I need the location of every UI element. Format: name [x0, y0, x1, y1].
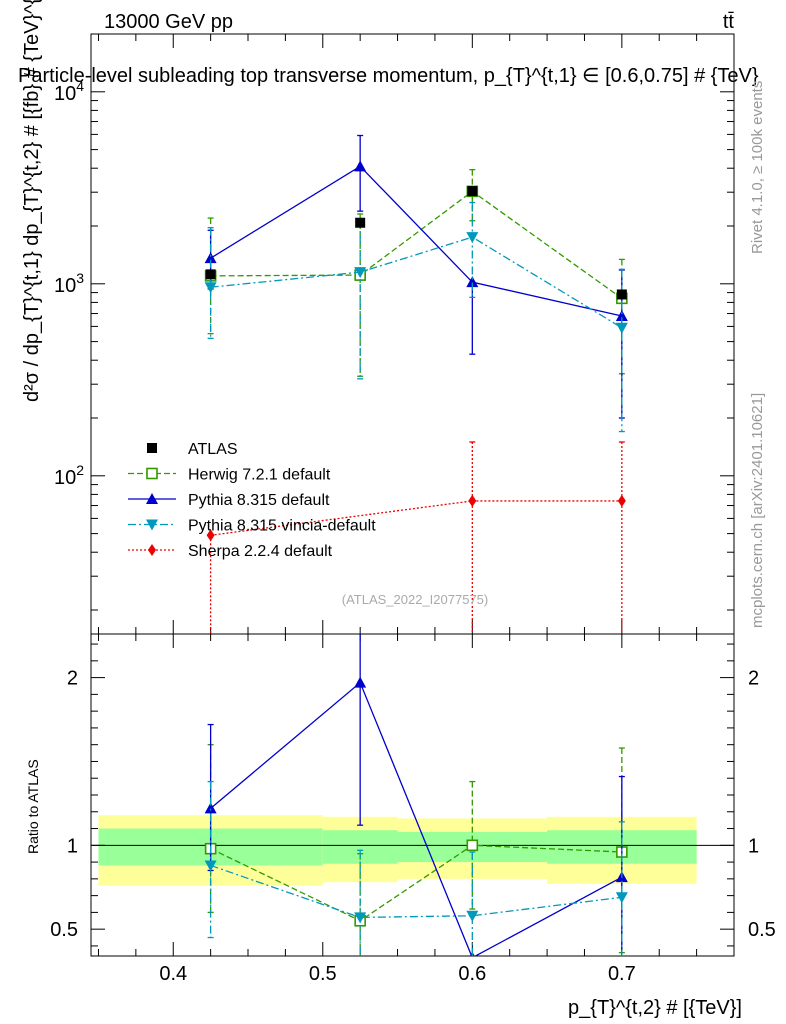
main-line-pythia-8-315-vincia-default [210, 236, 623, 329]
energy-label: 13000 GeV pp [104, 11, 233, 33]
legend-label-pythia-8-315-vincia-default: Pythia 8.315 vincia-default [188, 518, 376, 535]
main-point-pythia-8-315-vincia-default [204, 282, 217, 294]
ratio-point-pythia-8-315-default [204, 802, 217, 814]
ratio-panel-frame [90, 633, 735, 957]
legend-marker-pythia-8-315-vincia-default [146, 519, 158, 531]
main-point-atlas [467, 186, 478, 197]
main-point-pythia-8-315-vincia-default [466, 232, 479, 244]
main-series-atlas [205, 186, 627, 300]
legend: ATLAS Herwig 7.2.1 default Pythia 8.315 de… [128, 441, 376, 560]
ratio-axis-ticks: 0.5 0.5 1 1 2 2 0.4 0.5 0.6 0.7 [50, 634, 776, 985]
main-series-herwig-7-2-1-default [204, 169, 628, 377]
main-point-pythia-8-315-default [466, 276, 479, 288]
ratio-point-pythia-8-315-vincia-default [466, 910, 479, 922]
main-series-layer [204, 134, 628, 634]
process-label: tt̄ [723, 11, 735, 33]
ratio-y-tick-label-right: 1 [748, 835, 759, 857]
legend-marker-atlas [147, 443, 157, 453]
main-y-tick-label: 102 [54, 462, 84, 489]
ratio-line-herwig-7-2-1-default [210, 844, 622, 922]
ratio-point-pythia-8-315-vincia-default [615, 892, 628, 904]
rivet-version-label: Rivet 4.1.0, ≥ 100k events [749, 81, 766, 254]
ratio-point-pythia-8-315-vincia-default [354, 912, 367, 924]
ratio-line-pythia-8-315-vincia-default [210, 864, 622, 919]
main-point-sherpa-2-2-4-default [206, 529, 215, 542]
main-point-atlas [205, 269, 216, 280]
main-point-pythia-8-315-default [204, 252, 217, 264]
legend-marker-herwig-7-2-1-default [146, 467, 158, 480]
main-y-axis-title: d²σ / dp_{T}^{t,1} dp_{T}^{t,2} # [{fb} … [21, 0, 43, 402]
ratio-y-tick-label-right: 2 [748, 668, 759, 690]
analysis-watermark: (ATLAS_2022_I2077575) [342, 592, 488, 607]
main-axis-ticks: 102 103 104 [54, 33, 735, 634]
main-point-sherpa-2-2-4-default [468, 494, 477, 507]
x-tick-label: 0.7 [608, 963, 636, 985]
main-point-atlas [616, 289, 627, 300]
legend-label-pythia-8-315-default: Pythia 8.315 default [188, 492, 330, 509]
main-line-pythia-8-315-default [210, 165, 622, 317]
main-y-tick-label: 104 [54, 78, 84, 105]
ratio-series-layer [204, 634, 628, 956]
main-point-pythia-8-315-vincia-default [354, 267, 367, 279]
mcplots-label: mcplots.cern.ch [arXiv:2401.10621] [749, 393, 766, 628]
main-series-pythia-8-315-vincia-default [204, 201, 628, 433]
legend-label-sherpa-2-2-4-default: Sherpa 2.2.4 default [188, 543, 333, 560]
main-point-pythia-8-315-default [354, 160, 367, 172]
ratio-y-tick-label-left: 2 [67, 668, 78, 690]
ratio-y-axis-title: Ratio to ATLAS [25, 759, 41, 854]
ratio-y-tick-label-left: 1 [67, 835, 78, 857]
ratio-series-pythia-8-315-vincia-default [204, 780, 628, 956]
x-axis-title: p_{T}^{t,2} # [{TeV}] [568, 997, 742, 1019]
ratio-uncertainty-bands [98, 815, 697, 886]
x-tick-label: 0.6 [458, 963, 486, 985]
ratio-y-tick-label-right: 0.5 [748, 919, 776, 941]
main-point-sherpa-2-2-4-default [617, 494, 626, 507]
main-point-atlas [355, 217, 366, 228]
ratio-y-tick-label-left: 0.5 [50, 919, 78, 941]
main-series-pythia-8-315-default [204, 134, 628, 419]
main-line-herwig-7-2-1-default [210, 190, 623, 299]
ratio-point-pythia-8-315-vincia-default [204, 860, 217, 872]
main-series-sherpa-2-2-4-default [206, 441, 626, 634]
legend-label-atlas: ATLAS [188, 441, 238, 458]
x-tick-label: 0.5 [309, 963, 337, 985]
ratio-point-herwig-7-2-1-default [466, 839, 479, 852]
main-y-tick-label: 103 [54, 270, 84, 297]
ratio-line-pythia-8-315-default [210, 681, 623, 956]
legend-label-herwig-7-2-1-default: Herwig 7.2.1 default [188, 467, 331, 484]
x-tick-label: 0.4 [159, 963, 187, 985]
main-point-pythia-8-315-default [615, 309, 628, 321]
plot-title: Particle-level subleading top transverse… [18, 65, 759, 87]
ratio-point-pythia-8-315-default [354, 676, 367, 688]
main-point-pythia-8-315-vincia-default [615, 322, 628, 334]
legend-marker-sherpa-2-2-4-default [148, 544, 156, 556]
legend-marker-pythia-8-315-default [146, 493, 158, 504]
